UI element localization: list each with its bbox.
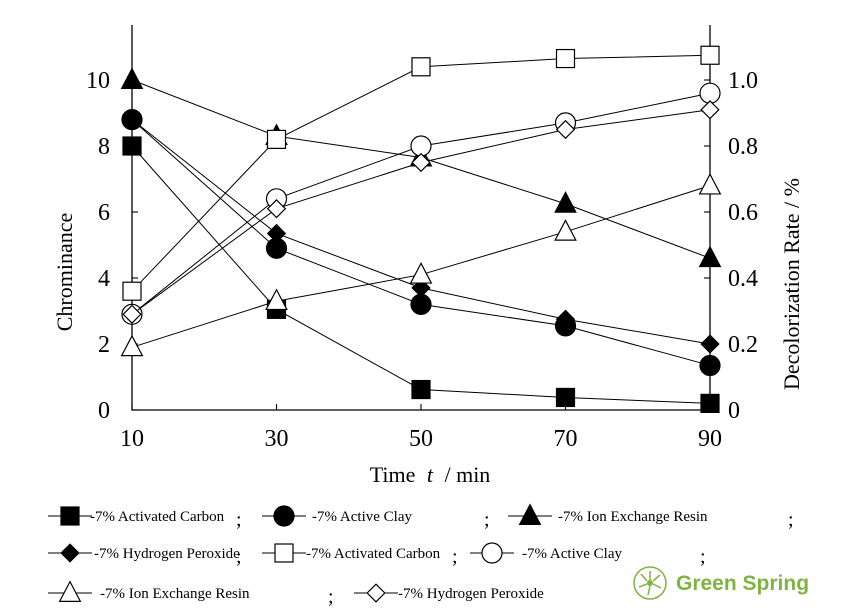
x-tick-label: 90 [698,426,722,452]
x-tick-label: 30 [265,426,289,452]
legend-label: -7% Hydrogen Peroxide [94,546,240,562]
legend-marker [60,506,80,526]
y-left-tick-label: 0 [98,398,110,424]
series-line [131,54,711,292]
legend: -7% Activated Carbon; -7% Active Clay; -7%… [48,503,794,608]
legend-label: -7% Ion Exchange Resin [100,586,250,602]
legend-marker [518,503,542,525]
series-7 [122,100,720,324]
data-point [411,57,431,77]
legend-label: -7% Ion Exchange Resin [558,509,708,525]
y-right-tick-label: 0.2 [728,332,758,358]
data-point [700,100,720,120]
data-point [700,45,720,65]
legend-separator: ; [236,509,242,531]
series-6 [120,172,722,357]
data-point [266,199,287,219]
legend-separator: ; [788,509,794,531]
data-point [411,379,431,400]
legend-marker [366,583,386,603]
x-tick-label: 50 [409,426,433,452]
legend-separator: ; [236,546,242,568]
legend-marker [60,543,80,563]
x-axis-label: Time t / min [370,462,491,487]
axis-labels: Chrominance Decolorization Rate / % Time… [52,178,804,487]
data-point [411,152,431,173]
legend-marker [58,580,82,602]
data-point [120,334,144,357]
legend-entry: -7% Activated Carbon; [48,506,242,531]
y-right-tick-label: 0.6 [728,200,758,226]
y-right-tick-label: 0 [728,398,740,424]
legend-marker [481,542,503,564]
legend-marker [274,543,294,563]
data-point [554,191,577,213]
y-right-axis-label: Decolorization Rate / % [779,178,804,390]
axis-frame [131,25,711,411]
legend-label: -7% Activated Carbon [306,546,441,562]
legend-entry: -7% Hydrogen Peroxide; [48,543,242,568]
y-right-tick-label: 0.8 [728,134,758,160]
y-left-tick-label: 4 [98,266,110,292]
y-left-axis-label: Chrominance [52,213,77,332]
legend-label: -7% Active Clay [312,509,412,525]
data-point [266,223,287,244]
x-axis-label-var: t [427,462,434,487]
legend-label: -7% Activated Carbon [90,509,225,525]
data-point [555,309,576,329]
legend-entry: -7% Ion Exchange Resin; [508,503,794,531]
data-point [698,172,722,195]
data-point [700,393,720,413]
axes [131,25,711,411]
legend-label: -7% Active Clay [522,546,622,562]
y-left-tick-label: 6 [98,200,110,226]
data-point [555,119,576,140]
series-4 [122,45,720,301]
y-right-tick-label: 0.4 [728,266,758,292]
data-point [700,334,720,354]
legend-separator: ; [452,546,458,568]
legend-separator: ; [328,586,334,608]
data-point [266,129,287,149]
watermark: Green Spring [633,566,809,600]
legend-entry: -7% Ion Exchange Resin; [48,580,334,608]
data-point [122,109,142,130]
dandelion-logo-icon [633,566,667,600]
data-point [122,281,142,301]
data-point [409,262,433,284]
x-tick-label: 70 [554,426,578,452]
data-point [699,354,721,377]
data-point [555,387,576,408]
data-point [555,48,576,69]
x-axis-label-unit: / min [444,462,490,487]
data-point [265,288,288,311]
series-layer [120,45,722,413]
legend-label: -7% Hydrogen Peroxide [398,586,544,602]
data-point [698,245,722,268]
data-point [122,304,142,324]
x-axis-label-main: Time [370,462,416,487]
y-right-tick-label: 1.0 [728,68,758,94]
data-point [120,67,144,89]
legend-entry: -7% Active Clay; [262,505,490,531]
data-point [554,219,577,241]
watermark-text: Green Spring [676,572,809,595]
legend-marker [273,505,295,527]
x-tick-label: 10 [120,426,144,452]
y-left-tick-label: 2 [98,332,110,358]
legend-entry: -7% Activated Carbon; [262,543,458,568]
y-left-tick-label: 10 [86,68,110,94]
y-left-tick-label: 8 [98,134,110,160]
legend-entry: -7% Active Clay; [470,542,706,568]
data-point [122,136,142,156]
legend-entry: -7% Hydrogen Peroxide [354,583,544,603]
legend-separator: ; [484,509,490,531]
legend-separator: ; [700,546,706,568]
